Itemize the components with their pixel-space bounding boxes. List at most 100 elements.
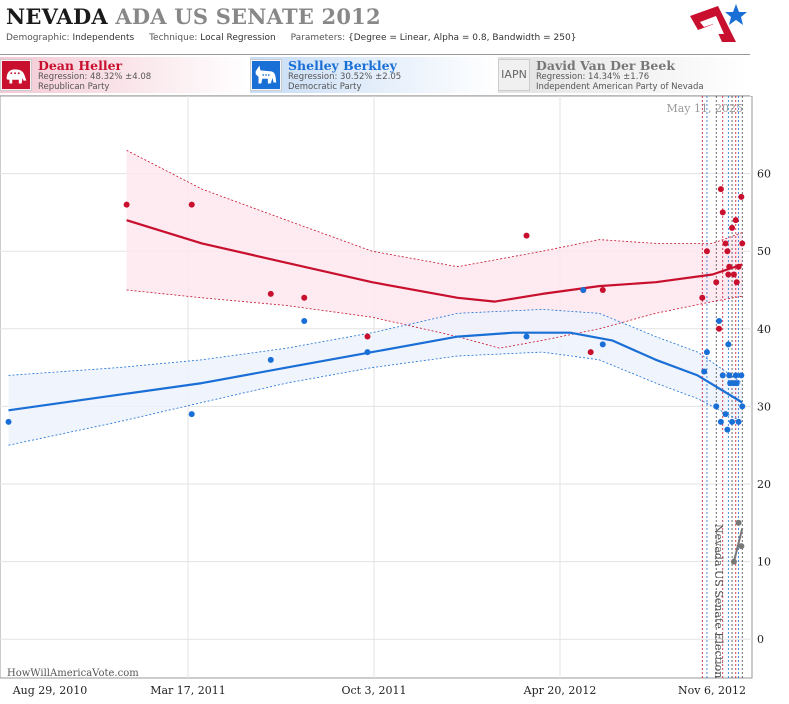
confidence-band [8, 309, 743, 446]
poll-point [188, 201, 195, 208]
iapn-badge-text: IAPN [501, 68, 527, 81]
poll-point [301, 318, 308, 325]
y-tick-label: 50 [757, 245, 771, 258]
x-tick-label: Aug 29, 2010 [12, 684, 88, 697]
y-tick-label: 60 [757, 168, 771, 181]
poll-point [716, 318, 723, 325]
poll-point [722, 411, 729, 418]
chart-parameters: Demographic: Independents Technique: Loc… [6, 33, 576, 43]
poll-point [580, 287, 587, 293]
poll-point [729, 224, 736, 231]
candidate-party: Republican Party [38, 82, 110, 92]
candidate-regression: Regression: 48.32% ±4.08 [38, 72, 152, 82]
poll-point [713, 279, 720, 286]
demographic-value: Independents [72, 33, 135, 43]
upper-bound-line [126, 149, 743, 268]
candidate-card-heller: Dean Heller Regression: 48.32% ±4.08 Rep… [0, 57, 248, 93]
confidence-band [126, 150, 743, 349]
elephant-icon [0, 59, 32, 91]
poll-point [725, 341, 732, 348]
x-tick-label: Nov 6, 2012 [678, 684, 746, 697]
poll-point [719, 209, 726, 216]
y-tick-label: 40 [757, 323, 771, 336]
poll-point [735, 418, 742, 425]
date-stamp: May 11, 2025 [666, 102, 743, 115]
poll-point [301, 294, 308, 301]
poll-point [364, 349, 371, 356]
poll-point [716, 325, 723, 332]
candidate-legend: Dean Heller Regression: 48.32% ±4.08 Rep… [0, 54, 750, 96]
poll-point [724, 248, 731, 255]
parameters-value: {Degree = Linear, Alpha = 0.8, Bandwidth… [348, 33, 577, 43]
technique-value: Local Regression [200, 33, 276, 43]
election-label: Nevada US Senate Election [712, 524, 725, 678]
candidate-name: David Van Der Beek [536, 58, 675, 73]
technique-label: Technique: [149, 33, 198, 43]
poll-point [732, 217, 739, 224]
poll-point [188, 411, 195, 418]
donkey-icon [250, 59, 282, 91]
poll-chart: Aug 29, 2010 Mar 17, 2011 Oct 3, 2011 Apr 2… [0, 96, 771, 697]
poll-points [5, 186, 746, 565]
poll-point [364, 333, 371, 340]
poll-point [722, 240, 729, 247]
demographic-label: Demographic: [6, 33, 70, 43]
poll-point [739, 403, 746, 410]
poll-point [703, 248, 710, 255]
y-tick-label: 30 [757, 400, 771, 413]
poll-point [738, 543, 745, 550]
poll-point [523, 232, 530, 239]
poll-point [599, 287, 606, 293]
iapn-badge: IAPN [498, 59, 530, 91]
poll-point [733, 279, 740, 286]
poll-point [719, 372, 726, 379]
title-rest: ADA US SENATE 2012 [115, 4, 381, 29]
lower-bound-line [8, 351, 743, 446]
poll-point [5, 418, 12, 425]
regression-line [126, 219, 743, 303]
poll-point [703, 349, 710, 356]
poll-point [726, 263, 733, 270]
poll-date-lines [701, 96, 743, 678]
candidate-name: Shelley Berkley [288, 58, 397, 73]
candidate-name: Dean Heller [38, 58, 123, 73]
poll-point [738, 193, 745, 200]
parameters-label: Parameters: [290, 33, 346, 43]
x-tick-label: Oct 3, 2011 [341, 684, 406, 697]
poll-point [267, 290, 274, 297]
poll-point [599, 341, 606, 348]
regression-lines [8, 219, 744, 562]
poll-point [701, 368, 708, 375]
poll-point [733, 380, 740, 387]
title-state: NEVADA [6, 4, 108, 29]
plot-frame [0, 96, 753, 679]
poll-point [523, 333, 530, 340]
poll-point [735, 519, 742, 526]
poll-point [730, 558, 737, 565]
poll-point [726, 372, 733, 379]
poll-point [735, 263, 742, 270]
poll-point [717, 418, 724, 425]
title-block: NEVADA ADA US SENATE 2012 Demographic: I… [6, 4, 576, 43]
poll-point [725, 271, 732, 278]
candidate-regression: Regression: 14.34% ±1.76 [536, 72, 650, 82]
candidate-card-vanderbeek: IAPN David Van Der Beek Regression: 14.3… [498, 57, 748, 93]
confidence-bounds [8, 149, 743, 446]
x-tick-label: Apr 20, 2012 [523, 684, 597, 697]
poll-point [717, 186, 724, 193]
regression-line [732, 527, 744, 562]
page-title: NEVADA ADA US SENATE 2012 [6, 4, 576, 29]
y-tick-label: 20 [757, 478, 771, 491]
lower-bound-line [126, 289, 743, 349]
x-tick-label: Mar 17, 2011 [150, 684, 226, 697]
candidate-party: Independent American Party of Nevada [536, 82, 704, 92]
poll-point [713, 403, 720, 410]
y-tick-label: 0 [757, 633, 764, 646]
confidence-bands [8, 150, 743, 446]
y-axis: 0 10 20 30 40 50 60 [757, 168, 771, 647]
poll-point [730, 271, 737, 278]
candidate-party: Democratic Party [288, 82, 362, 92]
poll-point [267, 356, 274, 363]
poll-point [738, 372, 745, 379]
poll-point [739, 240, 746, 247]
